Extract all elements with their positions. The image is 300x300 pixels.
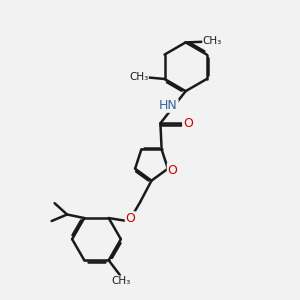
- Text: O: O: [183, 117, 193, 130]
- Text: O: O: [125, 212, 135, 225]
- Text: O: O: [167, 164, 177, 177]
- Text: CH₃: CH₃: [112, 276, 131, 286]
- Text: CH₃: CH₃: [129, 72, 148, 82]
- Text: CH₃: CH₃: [203, 36, 222, 46]
- Text: HN: HN: [159, 99, 178, 112]
